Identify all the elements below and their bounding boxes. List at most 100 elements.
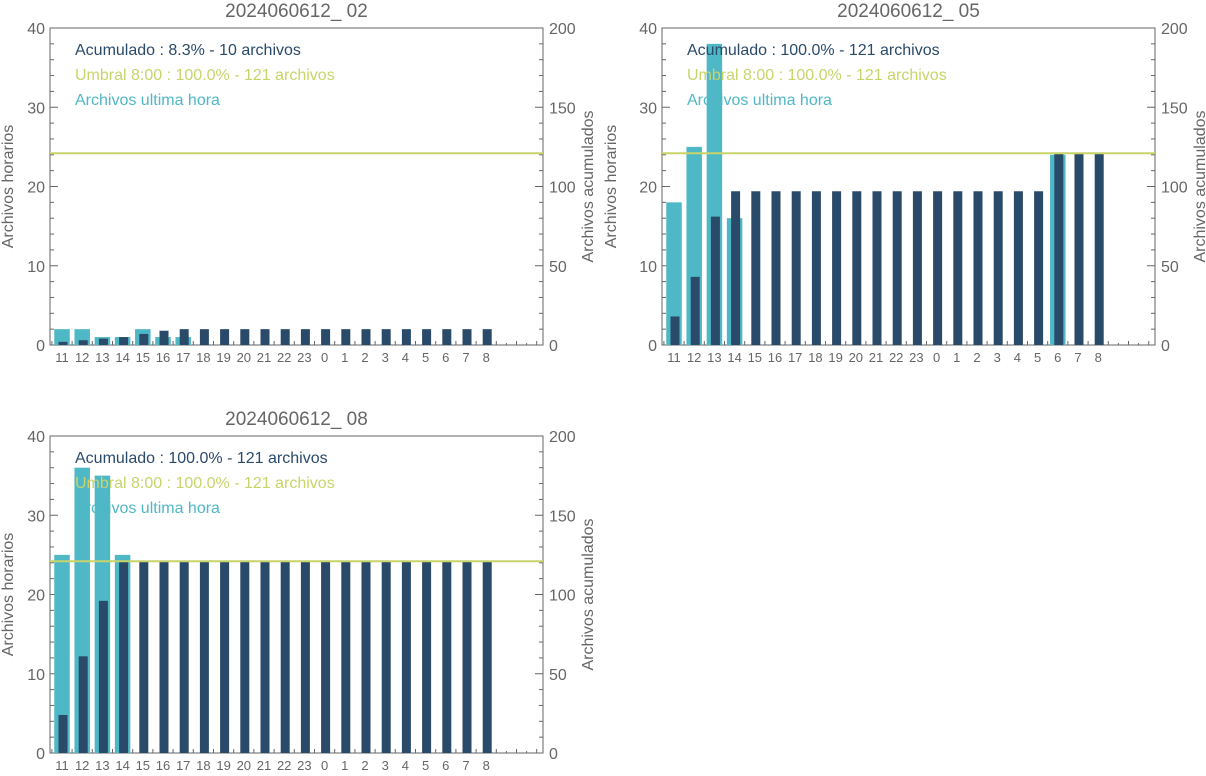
bar-acumulado [442, 329, 452, 345]
bar-acumulado [341, 561, 351, 753]
bar-acumulado [381, 561, 391, 753]
bar-acumulado [710, 216, 720, 345]
x-tick-label: 16 [156, 350, 170, 365]
bar-acumulado [422, 329, 432, 345]
x-tick-label: 20 [849, 350, 863, 365]
y-right-tick-label: 0 [549, 338, 558, 355]
chart-svg: 2024060612_ 02010203040050100150200Archi… [0, 1, 597, 365]
bar-acumulado [159, 330, 169, 345]
bar-acumulado [300, 561, 310, 753]
bar-acumulado [401, 561, 411, 753]
x-tick-label: 17 [788, 350, 802, 365]
x-tick-label: 13 [95, 350, 109, 365]
x-tick-label: 23 [297, 350, 311, 365]
y-left-tick-label: 10 [639, 259, 657, 276]
x-tick-label: 8 [483, 350, 490, 365]
x-tick-label: 18 [196, 758, 210, 771]
x-tick-label: 7 [462, 758, 469, 771]
bar-acumulado [912, 191, 922, 345]
bar-acumulado [381, 329, 391, 345]
bar-acumulado [58, 341, 68, 345]
bar-acumulado [401, 329, 411, 345]
y-right-tick-label: 200 [1161, 21, 1188, 38]
y-left-tick-label: 10 [27, 259, 45, 276]
x-tick-label: 21 [257, 758, 271, 771]
x-tick-label: 1 [953, 350, 960, 365]
x-tick-label: 3 [382, 350, 389, 365]
x-tick-label: 6 [1054, 350, 1061, 365]
y-left-tick-label: 40 [639, 21, 657, 38]
chart-title: 2024060612_ 05 [837, 1, 980, 22]
bar-acumulado [199, 561, 209, 753]
x-tick-label: 13 [95, 758, 109, 771]
x-tick-label: 20 [237, 350, 251, 365]
x-tick-label: 22 [277, 758, 291, 771]
bar-acumulado [933, 191, 943, 345]
y-left-tick-label: 20 [27, 180, 45, 197]
y-right-tick-label: 100 [549, 180, 576, 197]
x-tick-label: 4 [402, 758, 409, 771]
x-tick-label: 23 [909, 350, 923, 365]
x-tick-label: 14 [115, 350, 129, 365]
x-tick-label: 0 [933, 350, 940, 365]
x-tick-label: 2 [361, 758, 368, 771]
x-tick-label: 6 [442, 350, 449, 365]
x-tick-label: 8 [483, 758, 490, 771]
chart-title: 2024060612_ 08 [225, 409, 368, 430]
bar-archivos-ultima-hora [54, 554, 70, 753]
y-left-tick-label: 30 [27, 508, 45, 525]
x-tick-label: 11 [55, 350, 69, 365]
bar-acumulado [1094, 153, 1104, 345]
x-tick-label: 15 [748, 350, 762, 365]
legend-umbral: Umbral 8:00 : 100.0% - 121 archivos [75, 67, 335, 84]
legend-acumulado: Acumulado : 100.0% - 121 archivos [75, 450, 328, 467]
bar-acumulado [300, 329, 310, 345]
bar-acumulado [361, 561, 371, 753]
legend-acumulado: Acumulado : 8.3% - 10 archivos [75, 42, 301, 59]
y-right-tick-label: 50 [1161, 259, 1179, 276]
bar-acumulado [993, 191, 1003, 345]
x-tick-label: 4 [402, 350, 409, 365]
bar-acumulado [220, 561, 230, 753]
y-left-tick-label: 0 [36, 746, 45, 763]
y-right-axis-label: Archivos acumulados [580, 518, 597, 670]
legend-acumulado: Acumulado : 100.0% - 121 archivos [687, 42, 940, 59]
y-left-axis-label: Archivos horarios [0, 125, 17, 249]
x-tick-label: 4 [1014, 350, 1021, 365]
bar-archivos-ultima-hora [54, 329, 70, 345]
x-tick-label: 16 [156, 758, 170, 771]
bar-acumulado [791, 191, 801, 345]
bar-acumulado [78, 656, 88, 753]
bar-acumulado [442, 561, 452, 753]
y-left-tick-label: 40 [27, 429, 45, 446]
y-left-tick-label: 40 [27, 21, 45, 38]
x-tick-label: 23 [297, 758, 311, 771]
x-tick-label: 19 [828, 350, 842, 365]
bar-acumulado [321, 561, 331, 753]
bar-acumulado [811, 191, 821, 345]
x-tick-label: 8 [1095, 350, 1102, 365]
bar-acumulado [58, 714, 68, 753]
x-tick-label: 5 [422, 350, 429, 365]
bar-acumulado [260, 329, 270, 345]
x-tick-label: 0 [321, 350, 328, 365]
bar-acumulado [78, 340, 88, 345]
bar-acumulado [731, 191, 741, 345]
y-left-tick-label: 0 [36, 338, 45, 355]
bar-acumulado [139, 561, 149, 753]
y-right-tick-label: 50 [549, 259, 567, 276]
chart-svg: 2024060612_ 05010203040050100150200Archi… [603, 1, 1206, 365]
x-tick-label: 14 [727, 350, 741, 365]
x-tick-label: 18 [196, 350, 210, 365]
bar-acumulado [462, 329, 472, 345]
x-tick-label: 22 [889, 350, 903, 365]
legend-ultima-hora: Archivos ultima hora [687, 92, 832, 109]
x-tick-label: 0 [321, 758, 328, 771]
bar-acumulado [670, 316, 680, 345]
x-tick-label: 5 [1034, 350, 1041, 365]
bar-acumulado [199, 329, 209, 345]
x-tick-label: 6 [442, 758, 449, 771]
bar-acumulado [159, 561, 169, 753]
bar-acumulado [1034, 191, 1044, 345]
bar-acumulado [179, 561, 189, 753]
